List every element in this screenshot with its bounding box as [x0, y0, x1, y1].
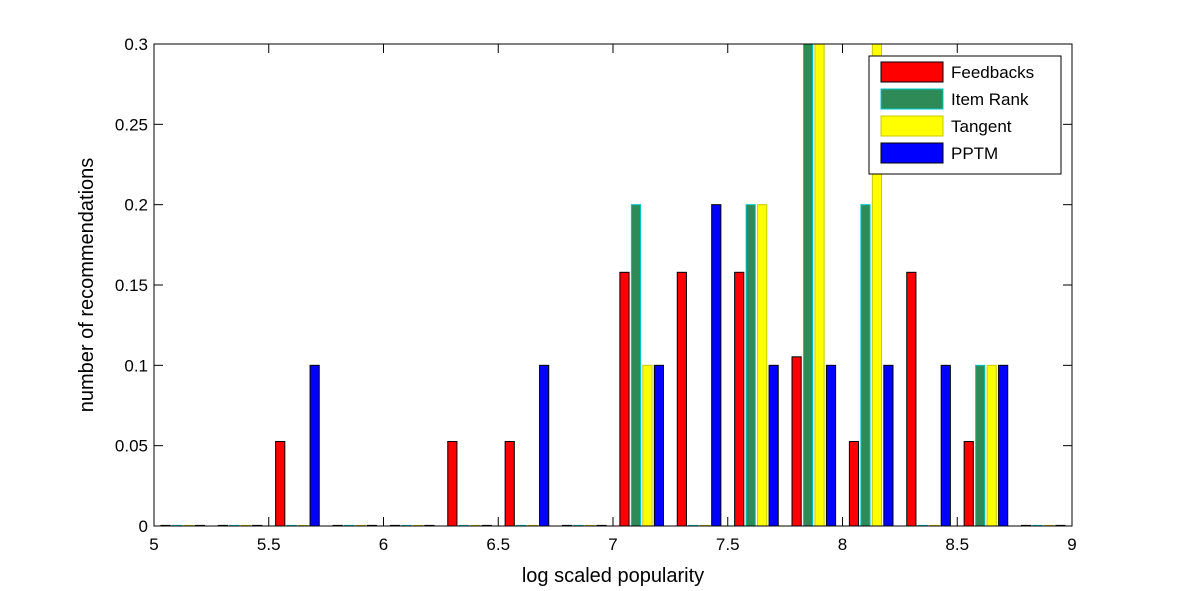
ticks: 5 5.5 6 6.5 7 7.5 8 8.5 9 0 0.05 0.1 0.15 0.2 0.25 0.3 — [115, 35, 1077, 554]
x-tick-label-1: 5.5 — [257, 535, 281, 554]
bar-feedbacks-10 — [734, 271, 745, 527]
bar-feedbacks-14 — [963, 440, 974, 527]
bar-tangent-11 — [814, 43, 825, 527]
x-tick-label-0: 5 — [149, 535, 158, 554]
bar-feedbacks-8 — [619, 271, 630, 527]
bar-pptm-2 — [309, 364, 320, 527]
x-tick-label-6: 8 — [838, 535, 847, 554]
bar-item-rank-14 — [975, 364, 986, 527]
bar-item-rank-11 — [802, 43, 814, 527]
bar-pptm-8 — [653, 364, 664, 527]
bar-feedbacks-6 — [504, 440, 515, 527]
y-tick-label-3: 0.15 — [115, 276, 148, 295]
y-tick-label-6: 0.3 — [124, 35, 148, 54]
bar-pptm-13 — [940, 364, 951, 527]
legend-label-0: Feedbacks — [951, 63, 1034, 82]
bar-feedbacks-11 — [791, 356, 802, 527]
bar-pptm-11 — [825, 364, 837, 527]
bar-feedbacks-2 — [275, 440, 286, 527]
y-tick-label-2: 0.1 — [124, 356, 148, 375]
y-tick-label-0: 0 — [139, 517, 148, 536]
bar-tangent-14 — [986, 364, 997, 527]
bar-pptm-12 — [883, 364, 894, 527]
legend-swatch-3 — [880, 142, 944, 164]
legend-swatch-1 — [880, 88, 944, 110]
bar-feedbacks-9 — [676, 271, 687, 527]
bar-pptm-6 — [539, 364, 550, 527]
x-tick-label-4: 7 — [608, 535, 617, 554]
bar-item-rank-12 — [860, 204, 871, 527]
legend-swatch-2 — [880, 115, 944, 137]
x-tick-label-5: 7.5 — [716, 535, 740, 554]
x-axis-label: log scaled popularity — [522, 565, 704, 587]
x-tick-label-8: 9 — [1067, 535, 1076, 554]
y-tick-label-4: 0.2 — [124, 196, 148, 215]
bar-feedbacks-13 — [906, 271, 917, 527]
y-axis-label: number of recommendations — [76, 158, 98, 413]
bar-item-rank-10 — [745, 204, 756, 527]
x-tick-label-7: 8.5 — [945, 535, 969, 554]
bar-feedbacks-5 — [447, 440, 458, 527]
legend-label-1: Item Rank — [951, 90, 1029, 109]
y-tick-label-5: 0.25 — [115, 115, 148, 134]
x-tick-label-3: 6.5 — [486, 535, 510, 554]
bar-feedbacks-12 — [848, 440, 860, 527]
legend-label-3: PPTM — [951, 144, 998, 163]
x-tick-label-2: 6 — [379, 535, 388, 554]
bar-pptm-10 — [768, 364, 779, 527]
legend: Feedbacks Item Rank Tangent PPTM — [868, 55, 1062, 175]
y-tick-label-1: 0.05 — [115, 437, 148, 456]
legend-swatch-0 — [880, 61, 944, 83]
bar-item-rank-8 — [630, 204, 642, 527]
bar-tangent-10 — [757, 204, 768, 527]
bar-tangent-8 — [642, 364, 653, 527]
legend-label-2: Tangent — [951, 117, 1012, 136]
bar-pptm-9 — [711, 204, 722, 527]
bar-pptm-14 — [998, 364, 1009, 527]
